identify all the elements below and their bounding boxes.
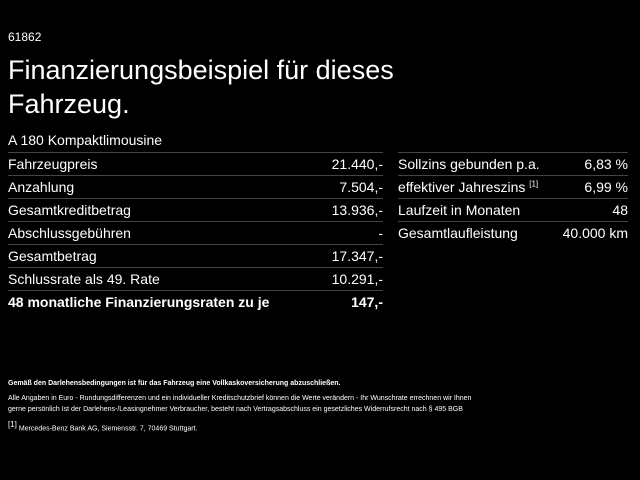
table-row: Gesamtkreditbetrag 13.936,- [8,198,383,221]
row-value: 7.504,- [339,179,383,195]
offer-id: 61862 [8,30,42,44]
table-row: Schlussrate als 49. Rate 10.291,- [8,267,383,290]
row-label: effektiver Jahreszins [398,179,526,195]
row-label: Abschlussgebühren [8,225,131,241]
footnote-ref: [1] [529,179,539,189]
table-row: Sollzins gebunden p.a. 6,83 % [398,152,628,175]
row-value: 21.440,- [331,156,383,172]
row-value: 40.000 km [562,225,628,241]
footnote-mark: [1] [8,420,17,429]
disclaimer: Alle Angaben in Euro - Rundungsdifferenz… [8,395,472,413]
notice: Gemäß den Darlehensbedingungen ist für d… [8,380,341,387]
row-value: 17.347,- [331,248,383,264]
row-value: 48 [612,202,628,218]
right-table: Sollzins gebunden p.a. 6,83 % effektiver J… [398,152,628,244]
row-label: Sollzins gebunden p.a. [398,156,540,172]
left-table: Fahrzeugpreis 21.440,- Anzahlung 7.504,- Ges… [8,152,383,313]
title: Finanzierungsbeispiel für dieses Fahrzeu… [8,55,394,119]
row-label: Gesamtkreditbetrag [8,202,131,218]
row-value: 147,- [351,294,383,310]
row-value: 6,83 % [584,156,628,172]
row-label-wrap: effektiver Jahreszins [1] [398,179,538,195]
model: A 180 Kompaktlimousine [8,132,163,148]
row-label: Gesamtbetrag [8,248,97,264]
table-row: effektiver Jahreszins [1] 6,99 % [398,175,628,198]
row-label: Fahrzeugpreis [8,156,98,172]
row-label: Anzahlung [8,179,75,195]
row-label: Schlussrate als 49. Rate [8,271,160,287]
table-row: Gesamtlaufleistung 40.000 km [398,221,628,244]
row-value: 10.291,- [331,271,383,287]
footnote: [1] Mercedes-Benz Bank AG, Siemensstr. 7… [8,419,628,434]
row-value: - [378,225,383,241]
row-label: Gesamtlaufleistung [398,225,518,241]
row-label: 48 monatliche Finanzierungsraten zu je [8,294,270,310]
row-value: 6,99 % [584,179,628,195]
table-row: Gesamtbetrag 17.347,- [8,244,383,267]
table-row: Abschlussgebühren - [8,221,383,244]
row-label: Laufzeit in Monaten [398,202,521,218]
table-row: Fahrzeugpreis 21.440,- [8,152,383,175]
table-row: 48 monatliche Finanzierungsraten zu je 14… [8,290,383,313]
row-value: 13.936,- [331,202,383,218]
table-row: Laufzeit in Monaten 48 [398,198,628,221]
table-row: Anzahlung 7.504,- [8,175,383,198]
footnote-text: Mercedes-Benz Bank AG, Siemensstr. 7, 70… [18,425,198,433]
